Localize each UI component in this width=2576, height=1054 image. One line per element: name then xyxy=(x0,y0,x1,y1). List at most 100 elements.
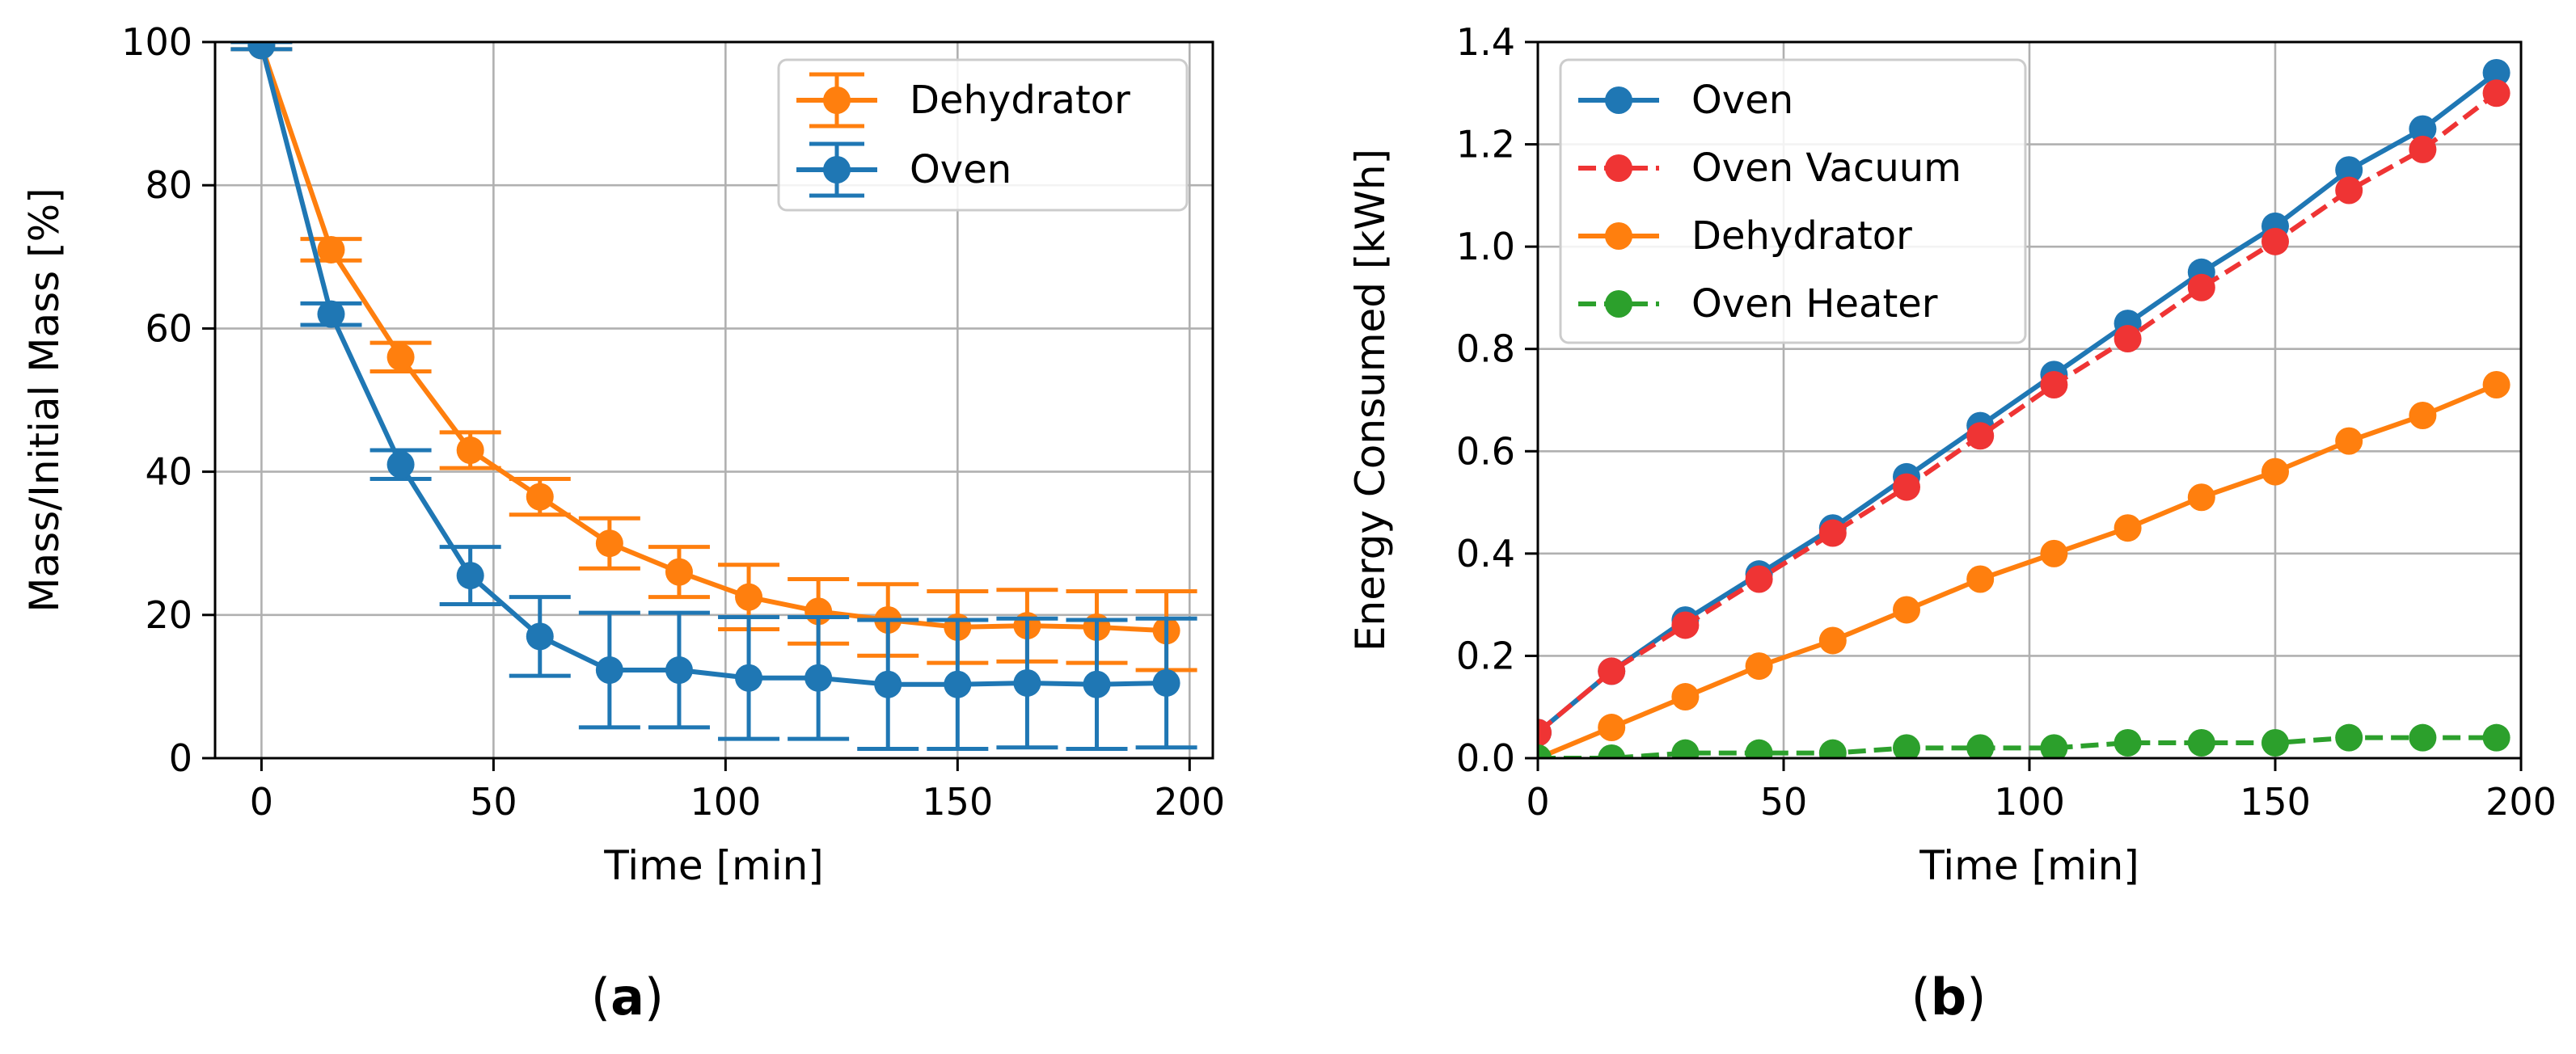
chart-b-series-dehydrator-point-13 xyxy=(2482,371,2511,399)
chart-a-legend-entry-oven-label: Oven xyxy=(910,147,1011,192)
chart-a-ytick-label-3: 60 xyxy=(145,306,192,350)
chart-b-series-oven-heater-point-10 xyxy=(2261,729,2289,757)
chart-b-series-dehydrator xyxy=(1538,371,2511,758)
chart-a-series-oven-point-10 xyxy=(944,670,972,698)
chart-b-legend-entry-dehydrator-label: Dehydrator xyxy=(1691,213,1912,259)
chart-b-ytick-label-5: 1.0 xyxy=(1456,225,1515,268)
chart-b-xlabel: Time [min] xyxy=(1919,842,2139,889)
chart-b-series-oven-heater-point-0 xyxy=(1538,744,1552,758)
chart-a-series-oven-point-3 xyxy=(456,562,484,590)
chart-a-legend-entry-oven-marker xyxy=(823,156,851,183)
chart-a-series-dehydrator-point-4 xyxy=(526,483,554,511)
chart-b-legend: Oven Oven Vacuum Dehydrator Oven Heater xyxy=(1559,58,2027,344)
chart-b-series-dehydrator-point-12 xyxy=(2409,401,2437,429)
chart-b-series-oven-vacuum xyxy=(1538,79,2511,747)
chart-a-ytick-label-0: 0 xyxy=(169,736,192,780)
chart-a-ytick-label-5: 100 xyxy=(121,20,192,64)
chart-b-legend-entry-oven-heater: Oven Heater xyxy=(1578,281,1938,327)
chart-a-legend: Dehydrator Oven xyxy=(777,58,1189,212)
chart-b-series-oven-vacuum-point-4 xyxy=(1818,519,1847,547)
chart-b-series-oven-vacuum-point-10 xyxy=(2261,227,2289,255)
chart-b-xtick-label-1: 50 xyxy=(1760,780,1808,824)
chart-b-legend-entry-oven-vacuum-marker xyxy=(1605,154,1632,182)
chart-b-series-dehydrator-point-3 xyxy=(1745,652,1773,681)
chart-b-series-oven-vacuum-point-5 xyxy=(1893,473,1920,501)
chart-a-series-dehydrator-point-6 xyxy=(665,558,693,586)
chart-b-series-oven-vacuum-point-0 xyxy=(1538,719,1552,747)
chart-b-series-oven-vacuum-point-13 xyxy=(2482,79,2511,108)
chart-b-series-oven-vacuum-point-7 xyxy=(2040,371,2068,399)
chart-b-series-oven-heater-point-7 xyxy=(2040,734,2068,758)
chart-a-series-oven-point-0 xyxy=(247,42,276,60)
chart-b-series-oven-point-12 xyxy=(2409,115,2437,143)
chart-b-series-oven-vacuum-point-2 xyxy=(1671,611,1700,639)
chart-a-series-oven-point-12 xyxy=(1083,670,1111,698)
chart-a-series-oven-point-7 xyxy=(735,664,763,692)
chart-b-series-oven-heater-point-3 xyxy=(1745,739,1773,758)
chart-a: 0 50 100 150 200 0 20 40 60 80 100 Time [min] Mass/I… xyxy=(21,20,1225,889)
chart-b: 0 50 100 150 200 0.0 0.2 0.4 0.6 0.8 1.0 1.2 1.4 Time… xyxy=(1347,20,2557,889)
chart-b-legend-entry-oven-label: Oven xyxy=(1691,78,1793,123)
chart-b-series-oven-vacuum-point-11 xyxy=(2335,176,2363,204)
chart-a-series-oven-point-13 xyxy=(1152,668,1180,697)
panel-label-a: (a) xyxy=(591,968,664,1027)
chart-b-series-oven-heater-point-5 xyxy=(1893,734,1920,758)
chart-b-series-dehydrator-point-5 xyxy=(1893,596,1920,624)
chart-a-legend-entry-dehydrator-label: Dehydrator xyxy=(910,78,1130,123)
chart-b-series-dehydrator-point-1 xyxy=(1598,714,1626,742)
chart-b-legend-entry-oven-marker xyxy=(1605,86,1632,114)
chart-b-series-oven-heater xyxy=(1538,723,2511,758)
chart-b-series-oven-vacuum-point-6 xyxy=(1966,422,1995,450)
chart-b-series-oven-point-11 xyxy=(2335,156,2363,184)
chart-a-series-dehydrator-point-7 xyxy=(735,583,763,611)
chart-a-series-oven-point-8 xyxy=(804,664,833,692)
chart-b-series-oven-heater-point-6 xyxy=(1966,734,1995,758)
chart-a-xtick-label-3: 150 xyxy=(922,780,993,824)
chart-a-series-oven-point-5 xyxy=(595,656,623,685)
chart-a-series-dehydrator-point-1 xyxy=(317,235,345,264)
chart-b-xtick-label-4: 200 xyxy=(2485,780,2557,824)
chart-a-series-oven-point-9 xyxy=(874,670,902,698)
chart-b-series-oven-vacuum-line xyxy=(1538,91,2498,735)
chart-b-series-oven-heater-point-12 xyxy=(2409,723,2437,752)
chart-b-series-dehydrator-point-8 xyxy=(2114,514,2142,542)
chart-a-ytick-label-4: 80 xyxy=(145,163,192,207)
chart-b-plot-area xyxy=(1538,58,2511,758)
chart-b-xtick-label-3: 150 xyxy=(2240,780,2311,824)
chart-b-ylabel: Energy Consumed [kWh] xyxy=(1347,149,1394,651)
chart-b-series-oven-heater-point-4 xyxy=(1818,739,1847,758)
chart-b-series-dehydrator-point-7 xyxy=(2040,539,2068,567)
chart-b-series-dehydrator-point-6 xyxy=(1966,565,1995,593)
chart-a-xtick-label-2: 100 xyxy=(690,780,761,824)
chart-a-xtick-label-1: 50 xyxy=(470,780,517,824)
chart-b-series-oven-vacuum-point-9 xyxy=(2187,273,2215,301)
chart-a-series-dehydrator-point-2 xyxy=(386,343,415,371)
chart-a-series-oven xyxy=(230,42,1197,751)
chart-b-xtick-label-0: 0 xyxy=(1526,780,1549,824)
chart-b-series-dehydrator-point-2 xyxy=(1671,683,1700,711)
chart-a-legend-entry-dehydrator-marker xyxy=(823,86,851,114)
chart-b-ytick-label-4: 0.8 xyxy=(1456,327,1515,371)
chart-b-ytick-label-0: 0.0 xyxy=(1456,736,1515,780)
chart-b-series-oven-line xyxy=(1538,70,2498,735)
chart-b-series-oven-heater-point-13 xyxy=(2482,723,2511,752)
chart-b-ytick-label-2: 0.4 xyxy=(1456,532,1515,575)
chart-b-series-oven-vacuum-point-8 xyxy=(2114,325,2142,353)
chart-b-series-dehydrator-point-9 xyxy=(2187,483,2215,512)
chart-a-series-oven-point-6 xyxy=(665,656,693,685)
chart-b-series-dehydrator-point-10 xyxy=(2261,457,2289,486)
chart-b-legend-entry-oven-vacuum: Oven Vacuum xyxy=(1578,145,1962,191)
chart-a-series-dehydrator-point-5 xyxy=(595,529,623,558)
chart-a-ytick-label-1: 20 xyxy=(145,593,192,637)
chart-a-axes-frame xyxy=(213,40,1214,760)
chart-a-legend-entry-oven: Oven xyxy=(796,141,1011,198)
chart-a-series-oven-point-2 xyxy=(386,450,415,479)
chart-b-legend-entry-oven: Oven xyxy=(1578,78,1793,123)
chart-b-series-dehydrator-point-11 xyxy=(2335,427,2363,455)
chart-b-series-oven-point-13 xyxy=(2482,58,2511,86)
chart-a-series-oven-point-4 xyxy=(526,622,554,651)
chart-b-ytick-label-6: 1.2 xyxy=(1456,123,1515,167)
chart-b-legend-entry-oven-heater-label: Oven Heater xyxy=(1691,281,1938,327)
chart-b-series-oven-heater-point-8 xyxy=(2114,729,2142,757)
chart-b-legend-entry-oven-vacuum-label: Oven Vacuum xyxy=(1691,145,1962,191)
